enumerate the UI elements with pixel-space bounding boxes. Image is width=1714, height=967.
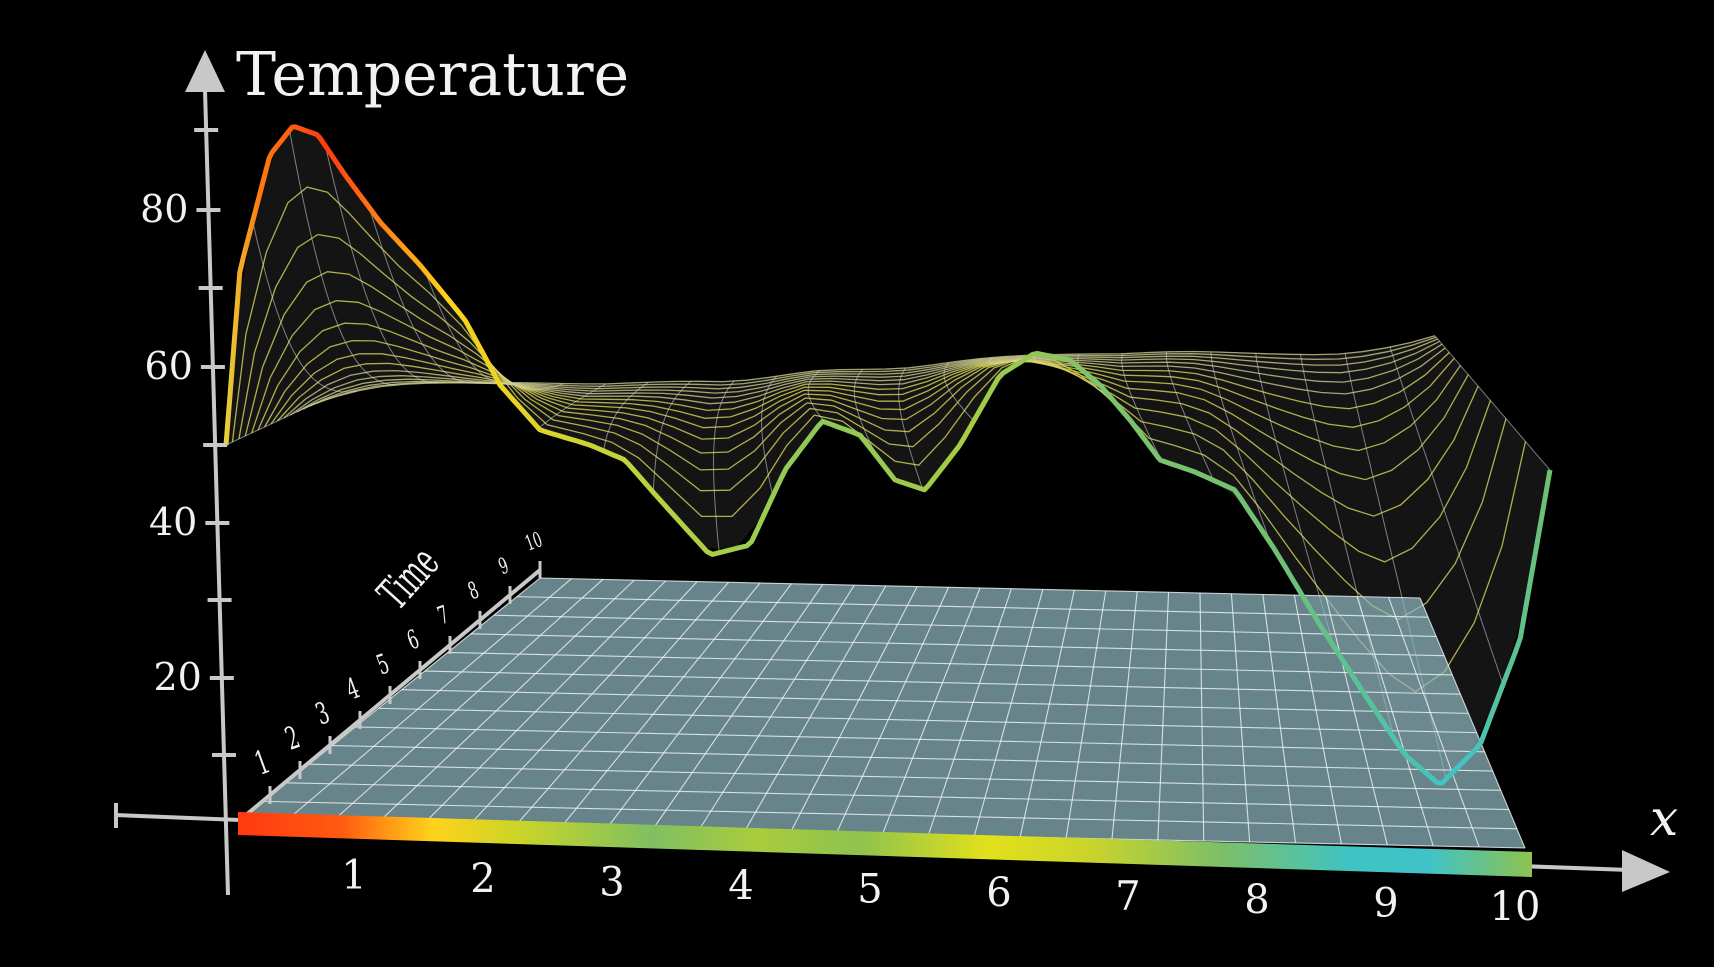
temperature-axis-arrow-icon <box>185 50 225 92</box>
x-tick-label: 1 <box>341 853 366 899</box>
temperature-surface <box>225 126 1551 783</box>
time-tick-label: 2 <box>281 720 305 758</box>
origin-left-stub <box>115 813 241 822</box>
time-tick-label: 4 <box>342 671 364 707</box>
temperature-tick-label: 60 <box>145 344 193 388</box>
temperature-tick-label: 40 <box>149 500 197 544</box>
time-tick-label: 5 <box>373 649 394 682</box>
time-tick-label: 7 <box>434 600 453 630</box>
time-tick-label: 8 <box>464 576 482 605</box>
time-tick-label: 3 <box>311 695 334 732</box>
temperature-tick-label: 20 <box>153 655 201 699</box>
x-tick-label: 8 <box>1244 877 1269 923</box>
time-tick-label: 1 <box>250 744 275 783</box>
x-tick-label: 9 <box>1373 881 1398 927</box>
x-time-plane <box>239 577 1526 849</box>
temperature-axis <box>203 89 230 896</box>
x-tick-label: 2 <box>470 856 495 902</box>
x-tick-label: 7 <box>1115 874 1140 920</box>
time-tick-label: 9 <box>495 553 512 580</box>
temperature-color-bar <box>238 812 1532 877</box>
x-tick-label: 5 <box>857 867 882 913</box>
x-axis-label: x <box>1650 789 1678 847</box>
initial-temperature-curve <box>223 124 1553 786</box>
time-tick-label: 6 <box>403 625 423 657</box>
time-tick-label: 10 <box>522 528 546 556</box>
x-tick-label: 6 <box>986 870 1011 916</box>
x-tick-label: 10 <box>1490 884 1541 930</box>
temperature-axis-label: Temperature <box>236 40 629 110</box>
temperature-tick-label: 80 <box>140 187 188 231</box>
x-tick-label: 4 <box>728 863 753 909</box>
x-tick-label: 3 <box>599 860 624 906</box>
x-axis-arrow-icon <box>1622 850 1670 892</box>
